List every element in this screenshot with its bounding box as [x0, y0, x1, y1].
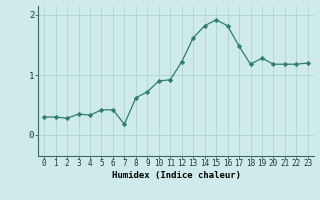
- X-axis label: Humidex (Indice chaleur): Humidex (Indice chaleur): [111, 171, 241, 180]
